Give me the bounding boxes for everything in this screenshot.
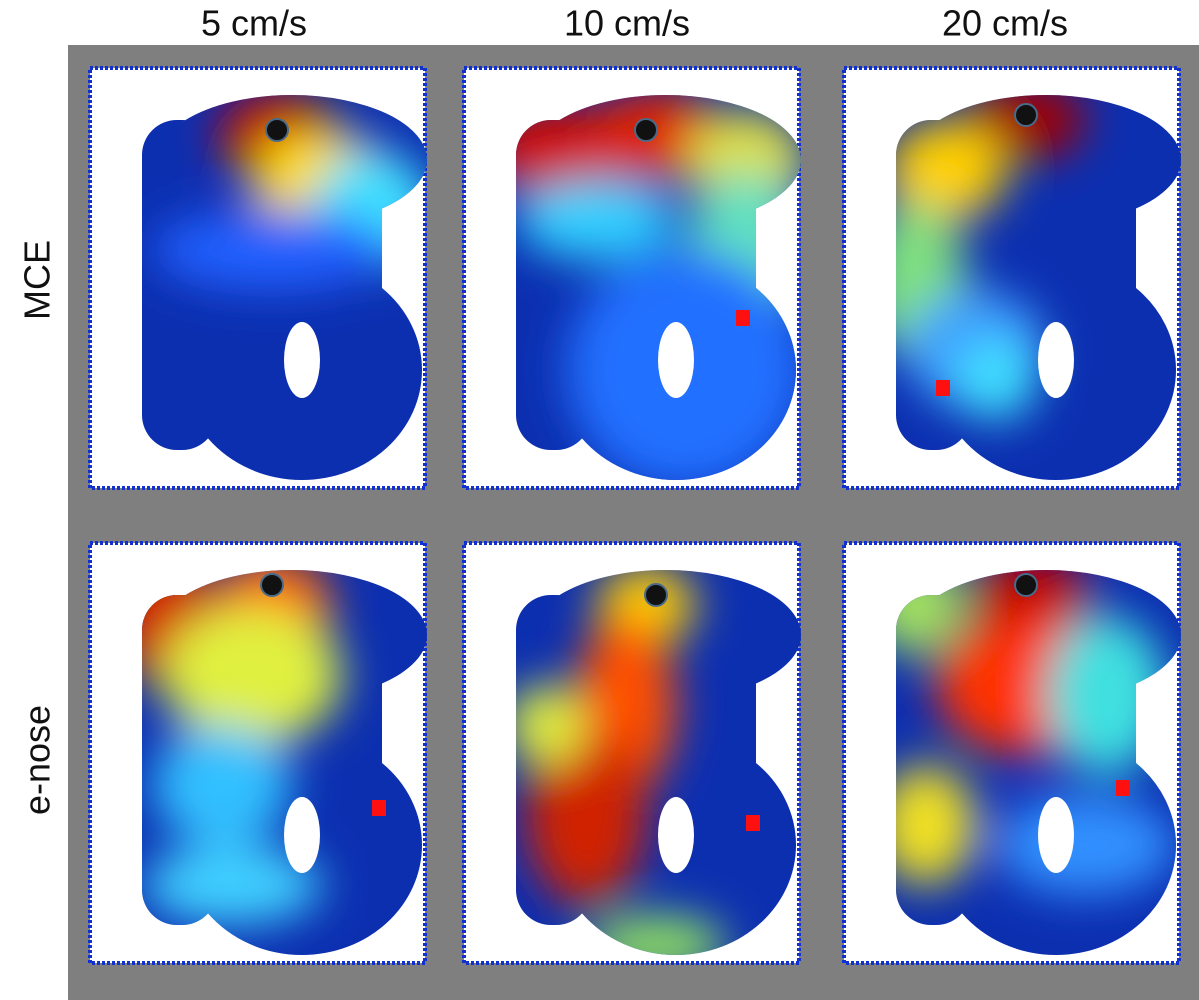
- floor-hole: [1038, 797, 1074, 873]
- heat-spot: [526, 725, 646, 905]
- heat-spot: [1046, 615, 1166, 775]
- source-marker: [1014, 103, 1038, 127]
- target-marker: [372, 800, 386, 816]
- heat-spot: [162, 605, 342, 745]
- heat-spot: [956, 340, 1036, 420]
- heat-layer: [516, 570, 726, 955]
- heat-layer: [142, 570, 342, 925]
- heat-spot: [586, 915, 726, 955]
- source-marker: [644, 583, 668, 607]
- heat-spot: [896, 120, 1006, 220]
- map-panel: [462, 541, 801, 965]
- map-panel: [842, 541, 1181, 965]
- source-marker: [634, 118, 658, 142]
- map-panel: [88, 541, 427, 965]
- heat-blob: [142, 570, 427, 955]
- heat-spot: [152, 725, 292, 845]
- heat-spot: [152, 210, 392, 290]
- row-label: e-nose: [17, 705, 58, 815]
- source-marker: [260, 573, 284, 597]
- target-marker: [936, 380, 950, 396]
- map-panel: [88, 66, 427, 490]
- floor-hole: [1038, 322, 1074, 398]
- heat-layer: [896, 95, 1086, 420]
- heat-spot: [996, 795, 1176, 895]
- heat-layer: [152, 95, 427, 290]
- row-label: MCE: [17, 240, 58, 320]
- floor-hole: [284, 322, 320, 398]
- column-header: 10 cm/s: [564, 3, 690, 44]
- heat-spot: [516, 685, 586, 765]
- source-marker: [1014, 573, 1038, 597]
- column-header: 5 cm/s: [201, 3, 307, 44]
- heat-spot: [516, 180, 676, 260]
- map-panel: [462, 66, 801, 490]
- heat-blob: [896, 95, 1181, 480]
- column-header: 20 cm/s: [942, 3, 1068, 44]
- floor-hole: [284, 797, 320, 873]
- floor-hole: [658, 797, 694, 873]
- source-marker: [265, 118, 289, 142]
- heat-blob: [516, 570, 801, 955]
- floor-hole: [658, 322, 694, 398]
- heat-spot: [896, 765, 976, 885]
- heat-blob: [142, 95, 427, 480]
- target-marker: [1116, 780, 1130, 796]
- map-panel: [842, 66, 1181, 490]
- target-marker: [746, 815, 760, 831]
- heat-spot: [142, 845, 322, 925]
- target-marker: [736, 310, 750, 326]
